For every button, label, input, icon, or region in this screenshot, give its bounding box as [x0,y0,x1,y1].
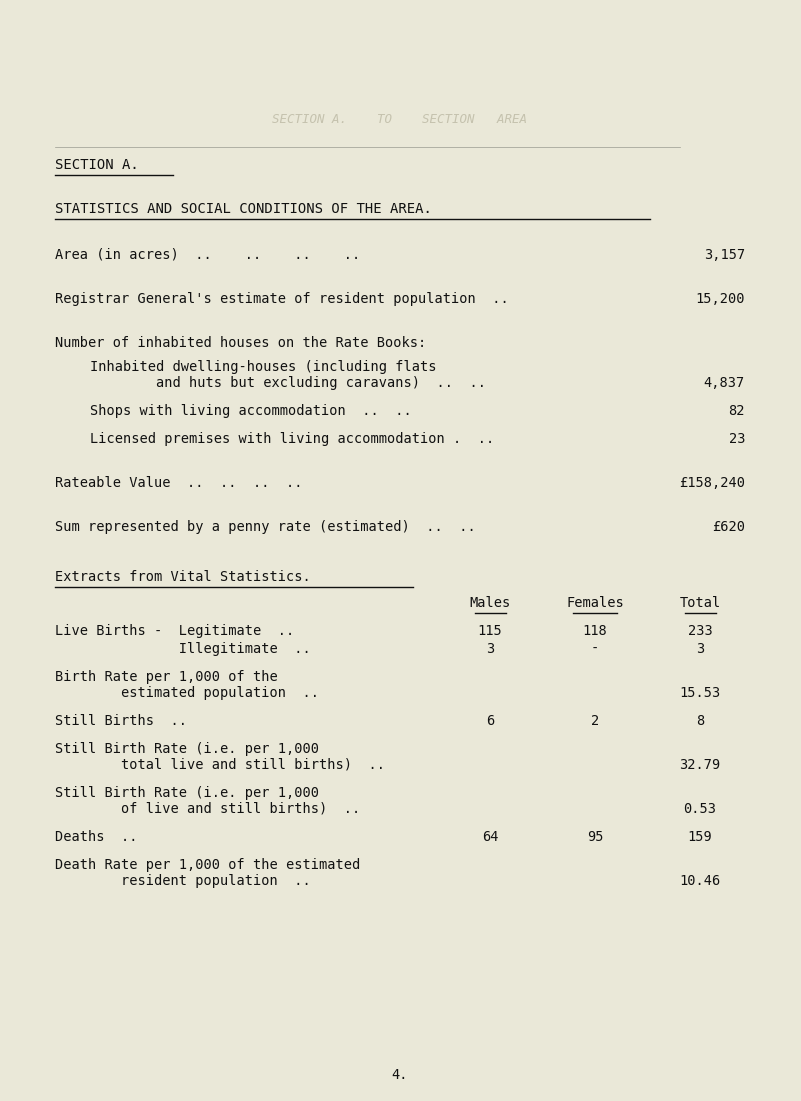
Text: Number of inhabited houses on the Rate Books:: Number of inhabited houses on the Rate B… [55,336,426,350]
Text: Birth Rate per 1,000 of the: Birth Rate per 1,000 of the [55,671,278,684]
Text: Males: Males [469,596,510,610]
Text: 118: 118 [582,624,607,637]
Text: 82: 82 [728,404,745,418]
Text: Illegitimate  ..: Illegitimate .. [55,642,311,656]
Text: 15.53: 15.53 [679,686,721,700]
Text: Area (in acres)  ..    ..    ..    ..: Area (in acres) .. .. .. .. [55,248,360,262]
Text: Females: Females [566,596,624,610]
Text: Total: Total [679,596,721,610]
Text: £158,240: £158,240 [679,476,745,490]
Text: 23: 23 [728,432,745,446]
Text: resident population  ..: resident population .. [55,874,311,889]
Text: Deaths  ..: Deaths .. [55,830,138,844]
Text: Live Births -  Legitimate  ..: Live Births - Legitimate .. [55,624,294,637]
Text: STATISTICS AND SOCIAL CONDITIONS OF THE AREA.: STATISTICS AND SOCIAL CONDITIONS OF THE … [55,201,432,216]
Text: total live and still births)  ..: total live and still births) .. [55,757,385,772]
Text: Inhabited dwelling-houses (including flats: Inhabited dwelling-houses (including fla… [90,360,437,374]
Text: 3: 3 [696,642,704,656]
Text: 32.79: 32.79 [679,757,721,772]
Text: 3: 3 [486,642,494,656]
Text: Still Birth Rate (i.e. per 1,000: Still Birth Rate (i.e. per 1,000 [55,786,319,800]
Text: Still Births  ..: Still Births .. [55,715,187,728]
Text: 115: 115 [477,624,502,637]
Text: 6: 6 [486,715,494,728]
Text: 8: 8 [696,715,704,728]
Text: 4,837: 4,837 [704,377,745,390]
Text: 159: 159 [687,830,712,844]
Text: and huts but excluding caravans)  ..  ..: and huts but excluding caravans) .. .. [90,377,486,390]
Text: 10.46: 10.46 [679,874,721,889]
Text: 2: 2 [591,715,599,728]
Text: Registrar General's estimate of resident population  ..: Registrar General's estimate of resident… [55,292,509,306]
Text: Licensed premises with living accommodation .  ..: Licensed premises with living accommodat… [90,432,494,446]
Text: Still Birth Rate (i.e. per 1,000: Still Birth Rate (i.e. per 1,000 [55,742,319,756]
Text: 15,200: 15,200 [695,292,745,306]
Text: 3,157: 3,157 [704,248,745,262]
Text: of live and still births)  ..: of live and still births) .. [55,802,360,816]
Text: 233: 233 [687,624,712,637]
Text: estimated population  ..: estimated population .. [55,686,319,700]
Text: -: - [591,642,599,656]
Text: Sum represented by a penny rate (estimated)  ..  ..: Sum represented by a penny rate (estimat… [55,520,476,534]
Text: 64: 64 [481,830,498,844]
Text: 0.53: 0.53 [683,802,717,816]
Text: SECTION A.: SECTION A. [55,159,139,172]
Text: Extracts from Vital Statistics.: Extracts from Vital Statistics. [55,570,311,584]
Text: SECTION A.    TO    SECTION   AREA: SECTION A. TO SECTION AREA [272,113,528,126]
Text: Rateable Value  ..  ..  ..  ..: Rateable Value .. .. .. .. [55,476,303,490]
Text: Shops with living accommodation  ..  ..: Shops with living accommodation .. .. [90,404,412,418]
Text: 4.: 4. [392,1068,409,1082]
Text: 95: 95 [587,830,603,844]
Text: £620: £620 [712,520,745,534]
Text: Death Rate per 1,000 of the estimated: Death Rate per 1,000 of the estimated [55,858,360,872]
